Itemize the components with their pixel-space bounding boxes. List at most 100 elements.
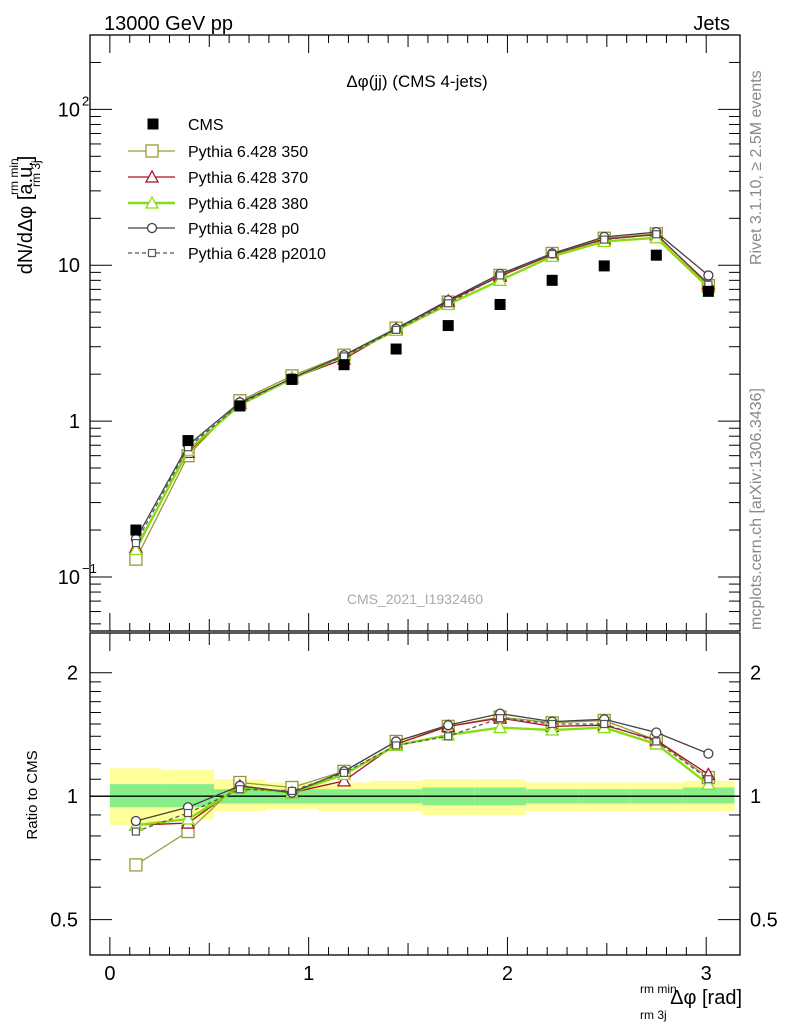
series-point-4 xyxy=(131,538,141,548)
header-right: Jets xyxy=(693,13,730,35)
main-frame xyxy=(89,34,741,632)
ratio-point-3 xyxy=(703,748,714,759)
ratio-point-4 xyxy=(652,737,661,746)
main-ytick-label: 1 xyxy=(69,411,80,433)
main-title: Δφ(jj) (CMS 4-jets) xyxy=(346,72,487,91)
data-point xyxy=(702,285,714,297)
main-ytick-label: 10 xyxy=(58,99,80,121)
data-point xyxy=(650,249,662,261)
ratio-point-4 xyxy=(444,732,453,741)
watermark: CMS_2021_I1932460 xyxy=(347,591,483,607)
data-point xyxy=(130,524,142,536)
ratio-xtick-label: 2 xyxy=(502,963,513,985)
legend-label-0: Pythia 6.428 350 xyxy=(188,144,308,161)
ratio-ytick-label: 1 xyxy=(67,786,78,808)
svg-text:dN/dΔφ [a.u.]: dN/dΔφ [a.u.] xyxy=(15,156,37,275)
ratio-point-2 xyxy=(492,720,508,734)
ratio-band-green xyxy=(682,787,735,804)
ratio-point-0 xyxy=(129,858,143,872)
legend-marker-0 xyxy=(145,144,159,158)
ratio-xlabel-sup: rm min xyxy=(640,982,677,996)
main-ylabel: dN/dΔφ [a.u.] rm min rm 3j xyxy=(7,156,43,275)
legend: CMS Pythia 6.428 350 Pythia 6.428 370 Pythi… xyxy=(128,117,326,263)
series-point-4 xyxy=(392,325,401,334)
data-point xyxy=(338,359,350,371)
main-ytick-exp: 2 xyxy=(82,93,89,108)
series-point-4 xyxy=(339,352,349,361)
ratio-xlabel-sub: rm 3j xyxy=(640,1008,667,1022)
ratio-point-4 xyxy=(287,786,297,796)
ratio-data-layer xyxy=(128,708,716,872)
ratio-point-2 xyxy=(545,722,560,736)
legend-label-2: Pythia 6.428 380 xyxy=(188,196,308,213)
legend-label-data: CMS xyxy=(188,117,224,134)
ratio-ytick-label: 0.5 xyxy=(50,910,78,932)
ratio-xlabel-text: Δφ [rad] xyxy=(670,987,742,1009)
main-ylabel-sub: rm 3j xyxy=(29,160,43,187)
ratio-line-4 xyxy=(135,717,709,833)
ratio-ticks: 0.5 0.5 1 1 2 2 0 1 2 3 xyxy=(50,633,778,985)
series-point-4 xyxy=(495,271,505,280)
main-data-layer xyxy=(128,227,716,566)
data-point xyxy=(390,343,402,355)
ratio-plot: 0.5 0.5 1 1 2 2 0 1 2 3 Ratio to CMS Δφ [rad] rm … xyxy=(24,632,778,1022)
series-line-3 xyxy=(135,231,709,540)
legend-marker-2 xyxy=(144,195,160,209)
ratio-point-2 xyxy=(180,811,196,825)
ratio-point-4 xyxy=(600,719,609,729)
ratio-ytick-label-right: 0.5 xyxy=(750,910,778,932)
ratio-point-2 xyxy=(701,776,716,790)
series-point-2 xyxy=(128,542,144,556)
rivet-label: Rivet 3.1.10, ≥ 2.5M events xyxy=(748,70,765,265)
main-ytick-label: 10 xyxy=(58,255,80,277)
data-point xyxy=(442,320,454,332)
ratio-point-4 xyxy=(495,714,505,723)
ratio-point-3 xyxy=(130,815,142,827)
ratio-point-3 xyxy=(651,727,662,738)
series-point-4 xyxy=(444,299,453,308)
ratio-xtick-label: 1 xyxy=(303,963,314,985)
ratio-line-2 xyxy=(135,726,710,827)
series-line-0 xyxy=(135,233,709,560)
main-ylabel-sup: rm min xyxy=(7,158,21,195)
ratio-point-4 xyxy=(548,719,557,729)
mcplots-label: mcplots.cern.ch [arXiv:1306.3436] xyxy=(748,388,765,630)
ratio-line-3 xyxy=(135,712,709,822)
legend-marker-1 xyxy=(144,169,160,183)
ratio-point-1 xyxy=(336,773,352,787)
series-line-1 xyxy=(135,234,709,548)
ratio-point-4 xyxy=(704,775,713,784)
data-point xyxy=(494,298,506,310)
data-point xyxy=(546,274,558,286)
data-point xyxy=(286,373,298,385)
series-point-3 xyxy=(703,270,714,281)
data-point xyxy=(234,400,246,412)
ratio-ytick-label: 2 xyxy=(67,663,78,685)
legend-label-3: Pythia 6.428 p0 xyxy=(188,221,299,238)
ratio-point-4 xyxy=(183,808,193,818)
header-left: 13000 GeV pp xyxy=(104,13,233,35)
data-point xyxy=(182,435,194,447)
ratio-point-4 xyxy=(339,768,349,777)
ratio-ytick-label-right: 2 xyxy=(750,663,761,685)
ratio-point-3 xyxy=(443,720,454,731)
legend-marker-3 xyxy=(146,222,158,234)
legend-label-1: Pythia 6.428 370 xyxy=(188,170,308,187)
ratio-ylabel: Ratio to CMS xyxy=(24,750,41,839)
series-line-4 xyxy=(135,233,709,544)
ratio-point-4 xyxy=(131,827,141,836)
ratio-xtick-label: 0 xyxy=(104,963,115,985)
ratio-point-4 xyxy=(235,785,244,794)
ratio-xlabel: Δφ [rad] rm min rm 3j xyxy=(640,982,742,1022)
main-ytick-exp: −1 xyxy=(82,561,97,576)
ratio-point-4 xyxy=(392,741,401,750)
series-point-4 xyxy=(652,230,661,239)
data-point xyxy=(598,260,610,272)
legend-marker-4 xyxy=(147,248,157,258)
ratio-frame xyxy=(89,632,741,956)
series-line-2 xyxy=(134,236,710,551)
series-point-2 xyxy=(492,272,508,286)
